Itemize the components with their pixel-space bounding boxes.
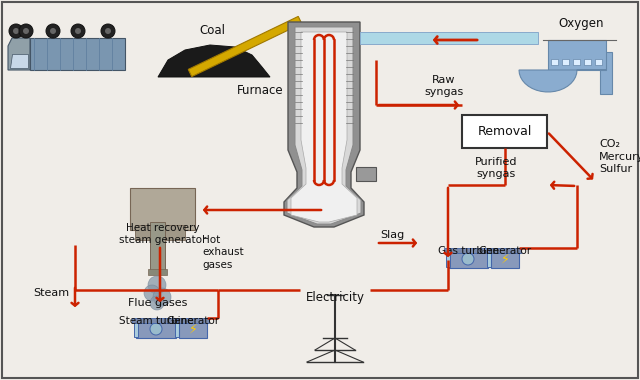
Text: Flue gases: Flue gases xyxy=(128,298,188,308)
Polygon shape xyxy=(188,16,301,77)
Bar xyxy=(134,321,138,337)
Text: Purified
syngas: Purified syngas xyxy=(476,157,518,179)
Bar xyxy=(30,38,125,70)
Text: Removal: Removal xyxy=(477,125,532,138)
Bar xyxy=(150,222,165,270)
Circle shape xyxy=(105,28,111,34)
Bar xyxy=(462,115,547,148)
Bar xyxy=(562,59,569,65)
Text: Electricity: Electricity xyxy=(305,291,365,304)
Text: CO₂
Mercury
Sulfur: CO₂ Mercury Sulfur xyxy=(599,139,640,174)
Polygon shape xyxy=(287,27,361,224)
Text: Coal: Coal xyxy=(199,24,225,37)
Text: Furnace: Furnace xyxy=(236,84,283,97)
Bar xyxy=(165,225,185,240)
Circle shape xyxy=(71,24,85,38)
Bar xyxy=(584,59,591,65)
Polygon shape xyxy=(519,70,606,92)
Bar xyxy=(136,320,176,338)
Circle shape xyxy=(148,276,166,294)
Bar xyxy=(491,250,519,268)
Bar xyxy=(446,251,450,267)
Bar xyxy=(444,248,490,253)
Bar xyxy=(148,269,167,275)
Bar xyxy=(489,248,521,253)
Bar xyxy=(551,59,558,65)
Text: Gas turbine: Gas turbine xyxy=(438,246,499,256)
Text: Slag: Slag xyxy=(380,230,404,240)
Bar xyxy=(548,40,606,70)
Circle shape xyxy=(144,285,160,301)
Polygon shape xyxy=(284,22,364,227)
Text: Steam turbine: Steam turbine xyxy=(118,316,193,326)
Text: Generator: Generator xyxy=(166,316,220,326)
Bar xyxy=(356,167,376,181)
Polygon shape xyxy=(8,38,30,70)
Circle shape xyxy=(13,28,19,34)
Bar xyxy=(448,250,488,268)
Text: Steam: Steam xyxy=(33,288,69,298)
Circle shape xyxy=(150,296,164,310)
Polygon shape xyxy=(10,54,28,68)
Text: Generator: Generator xyxy=(479,246,532,256)
Text: Heat recovery
steam generator: Heat recovery steam generator xyxy=(119,223,207,245)
Circle shape xyxy=(75,28,81,34)
Text: ⚡: ⚡ xyxy=(189,323,197,336)
Bar xyxy=(179,320,207,338)
Bar xyxy=(595,59,602,65)
Circle shape xyxy=(462,253,474,265)
Circle shape xyxy=(153,288,171,306)
Bar xyxy=(135,225,155,240)
Circle shape xyxy=(150,323,162,335)
Polygon shape xyxy=(158,45,270,77)
Bar xyxy=(487,251,491,267)
Text: Oxygen: Oxygen xyxy=(558,17,604,30)
Circle shape xyxy=(9,24,23,38)
Circle shape xyxy=(101,24,115,38)
Circle shape xyxy=(50,28,56,34)
Bar xyxy=(600,52,612,94)
Text: Hot
exhaust
gases: Hot exhaust gases xyxy=(202,235,244,270)
Bar xyxy=(132,318,178,323)
Circle shape xyxy=(19,24,33,38)
Text: Raw
syngas: Raw syngas xyxy=(424,75,463,97)
Bar xyxy=(360,32,538,44)
Circle shape xyxy=(23,28,29,34)
Circle shape xyxy=(46,24,60,38)
Bar xyxy=(130,188,195,230)
Bar xyxy=(177,318,209,323)
Polygon shape xyxy=(291,32,357,222)
Text: ⚡: ⚡ xyxy=(500,252,509,266)
Bar xyxy=(573,59,580,65)
Bar xyxy=(175,321,179,337)
